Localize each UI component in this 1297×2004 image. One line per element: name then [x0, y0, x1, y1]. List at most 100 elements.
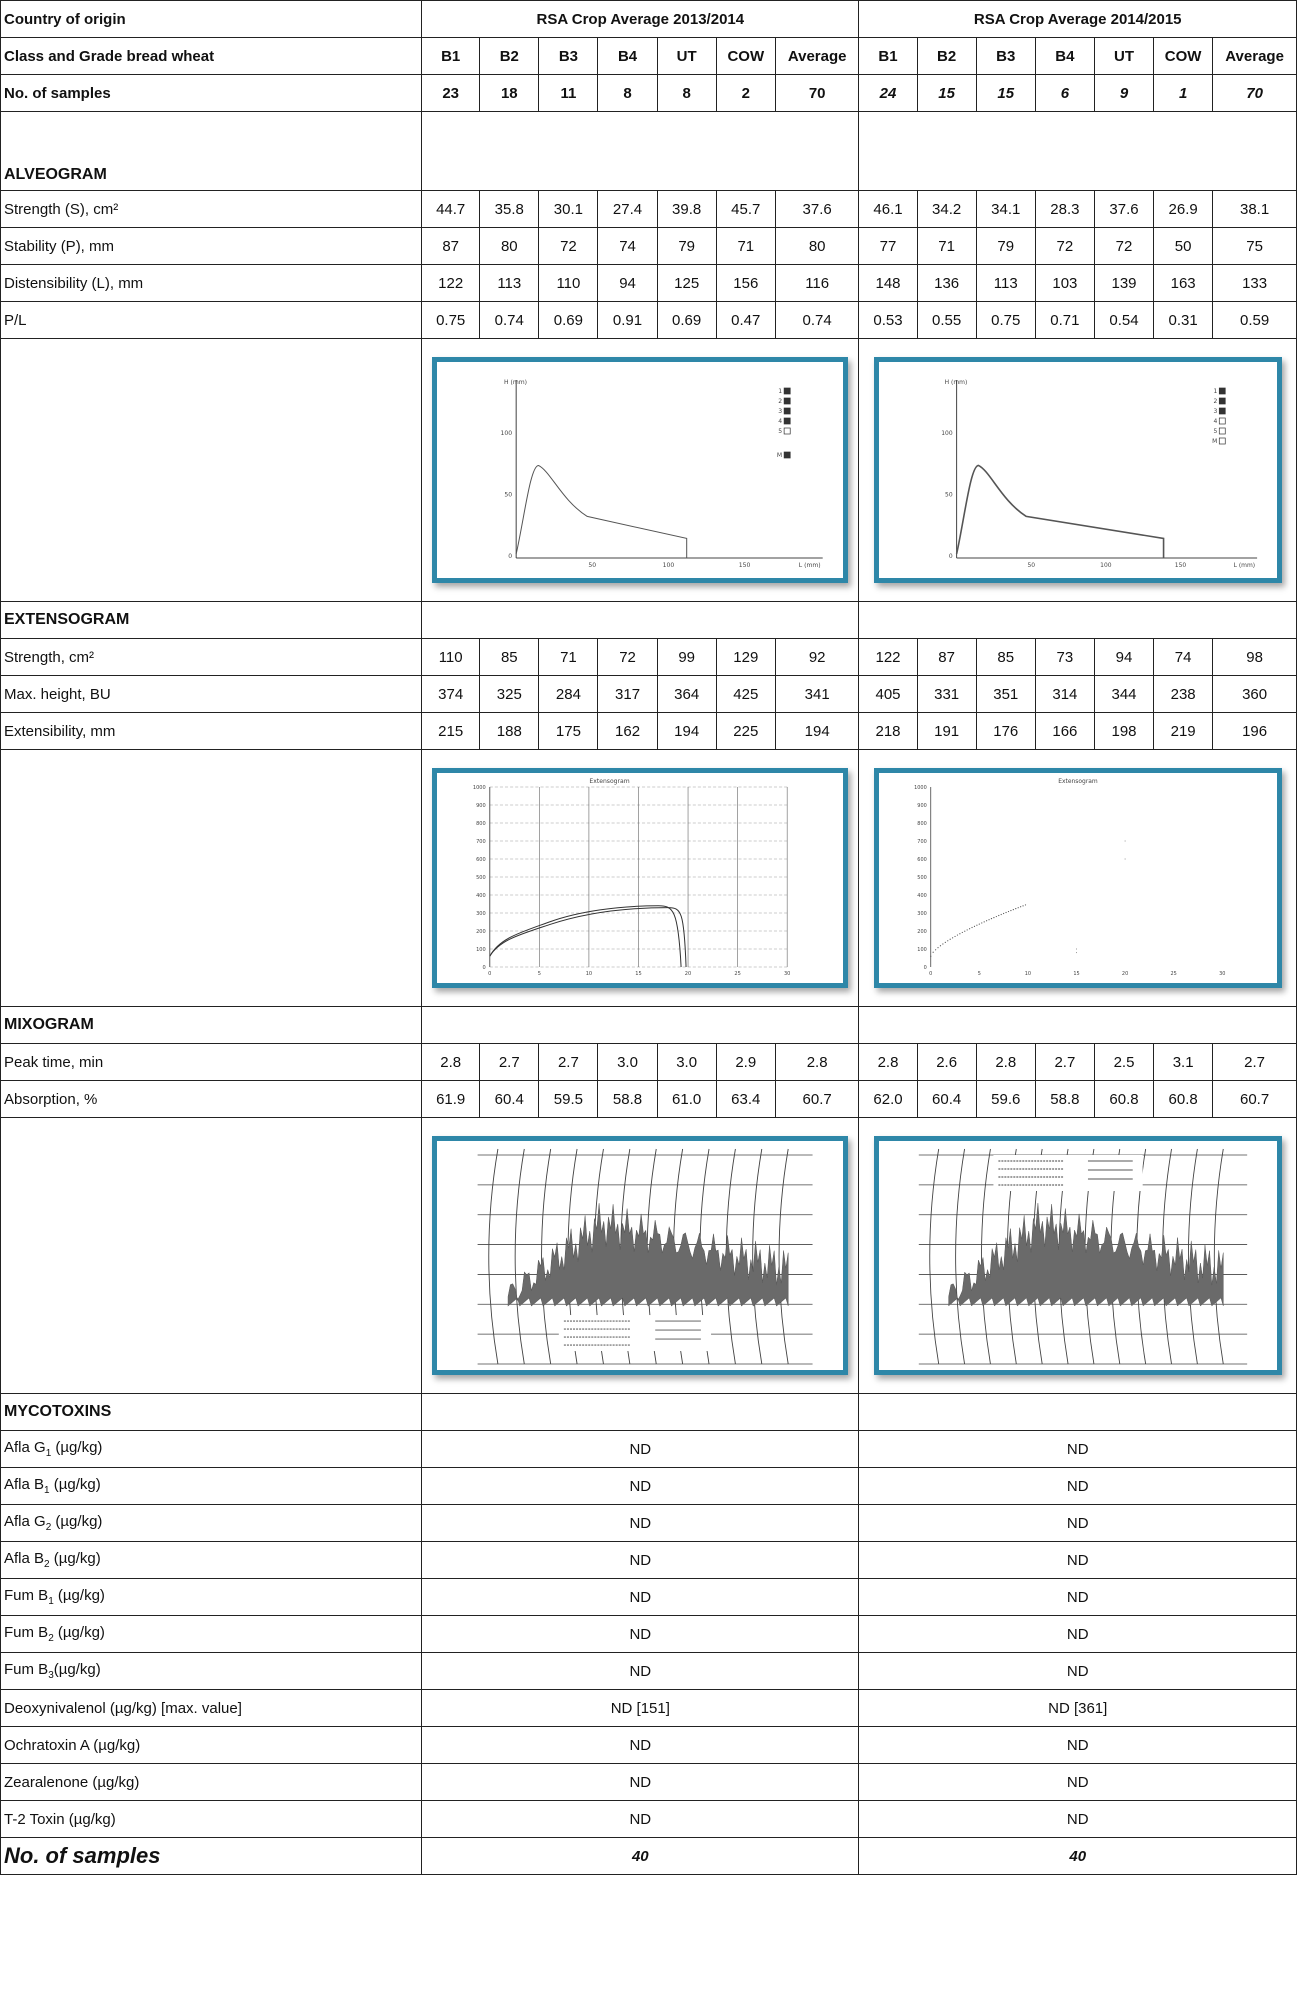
x-tick-label: 5: [538, 971, 541, 977]
alveogram-row: Stability (P), mm 87 80 72 74 79 71 80 77 71 79 72 7…: [0, 227, 1297, 265]
alveogram-row: Strength (S), cm² 44.7 35.8 30.1 27.4 39.8 45.…: [0, 190, 1297, 228]
footer-samples-row: No. of samples 40 40: [0, 1837, 1297, 1875]
grade-header-s1: UT: [656, 37, 717, 75]
y-tick-label: 0: [483, 965, 486, 971]
mixogram-section-row: MIXOGRAM: [0, 1006, 1297, 1044]
mycotoxin-value-s2: ND: [858, 1763, 1297, 1801]
value-cell-s1: 0.74: [479, 301, 540, 339]
x-tick-label: 10: [1024, 971, 1030, 977]
x-axis-label: L (mm): [1233, 562, 1254, 569]
value-cell-s2: 50: [1153, 227, 1214, 265]
value-cell-s2: 218: [858, 712, 918, 750]
mycotoxin-value-s2: ND: [858, 1504, 1297, 1542]
value-cell-s1: 63.4: [715, 1080, 776, 1118]
alveogram-title: ALVEOGRAM: [0, 148, 423, 191]
mycotoxins-title: MYCOTOXINS: [0, 1393, 423, 1431]
value-cell-s2: 73: [1034, 638, 1095, 676]
x-tick-label: 30: [1219, 971, 1225, 977]
value-cell-s2: 3.1: [1153, 1043, 1214, 1081]
mycotoxin-label: Fum B1 (µg/kg): [0, 1578, 423, 1616]
sample-count-s1: 70: [774, 74, 860, 112]
value-cell-s1: 60.4: [479, 1080, 540, 1118]
value-cell-s2: 60.8: [1093, 1080, 1155, 1118]
value-cell-s1: 188: [479, 712, 540, 750]
mycotoxin-value-s1: ND: [421, 1504, 860, 1542]
mycotoxin-value-s1: ND: [421, 1615, 860, 1653]
value-cell-s2: 0.59: [1212, 301, 1297, 339]
sample-count-s2: 1: [1153, 74, 1214, 112]
header-row-samples: No. of samples 23 18 11 8 8 2 70 24 15 15 6 9 1 70: [0, 74, 1297, 112]
value-cell-s1: 0.69: [538, 301, 599, 339]
value-cell-s1: 58.8: [597, 1080, 658, 1118]
legend-label: 5: [779, 428, 783, 435]
y-tick-label: 900: [476, 803, 486, 809]
legend-label: 4: [779, 418, 783, 425]
y-tick-label: 50: [945, 491, 953, 498]
grade-header-s1: COW: [715, 37, 776, 75]
legend-swatch: [1218, 417, 1226, 425]
mycotoxin-value-s1: ND: [421, 1652, 860, 1690]
mycotoxin-label: Afla B2 (µg/kg): [0, 1541, 423, 1579]
grade-header-s1: B4: [597, 37, 658, 75]
mycotoxin-value-s1: ND: [421, 1578, 860, 1616]
y-tick-label: 800: [917, 821, 926, 827]
mycotoxin-row: Zearalenone (µg/kg) ND ND: [0, 1763, 1297, 1801]
value-cell-s1: 215: [421, 712, 481, 750]
legend-swatch: [1218, 427, 1226, 435]
mixogram-trace: [918, 1148, 1247, 1365]
mycotoxin-value-s1: ND: [421, 1800, 860, 1838]
value-cell-s2: 360: [1212, 675, 1297, 713]
spacer-row: [0, 111, 1297, 148]
alveogram-chart-row: H (mm) 100 50 0 50 100 150 L (mm) 1 2 3 4 5 M H (mm) 10…: [0, 338, 1297, 602]
sample-count-s2: 6: [1034, 74, 1095, 112]
header-row-grades: Class and Grade bread wheat B1 B2 B3 B4 UT CO…: [0, 37, 1297, 75]
value-cell-s2: 79: [975, 227, 1036, 265]
value-cell-s2: 133: [1212, 264, 1297, 302]
mycotoxin-row: Afla G1 (µg/kg) ND ND: [0, 1430, 1297, 1468]
value-cell-s1: 0.74: [774, 301, 860, 339]
row-label: Strength (S), cm²: [0, 190, 423, 228]
y-tick-label: 500: [476, 875, 486, 881]
x-tick-label: 10: [586, 971, 592, 977]
sample-count-s2: 24: [858, 74, 918, 112]
value-cell-s2: 351: [975, 675, 1036, 713]
mycotoxin-label: Ochratoxin A (µg/kg): [0, 1726, 423, 1764]
samples-label: No. of samples: [0, 74, 423, 112]
value-cell-s1: 116: [774, 264, 860, 302]
mycotoxin-row: Deoxynivalenol (µg/kg) [max. value] ND [1…: [0, 1689, 1297, 1727]
mycotoxin-value-s2: ND: [858, 1652, 1297, 1690]
value-cell-s2: 103: [1034, 264, 1095, 302]
grade-header-s2: COW: [1153, 37, 1214, 75]
value-cell-s2: 38.1: [1212, 190, 1297, 228]
mycotoxin-row: Fum B2 (µg/kg) ND ND: [0, 1615, 1297, 1653]
x-tick-label: 100: [663, 562, 675, 569]
legend-label: 4: [1213, 418, 1217, 425]
mycotoxin-row: Afla G2 (µg/kg) ND ND: [0, 1504, 1297, 1542]
value-cell-s1: 37.6: [774, 190, 860, 228]
y-tick-label: 900: [917, 803, 926, 809]
legend-label: M: [1212, 438, 1217, 445]
value-cell-s1: 3.0: [656, 1043, 717, 1081]
value-cell-s1: 79: [656, 227, 717, 265]
value-cell-s2: 176: [975, 712, 1036, 750]
y-tick-label: 700: [476, 839, 486, 845]
value-cell-s1: 125: [656, 264, 717, 302]
footer-samples-label: No. of samples: [0, 1837, 423, 1875]
mycotoxin-label: Zearalenone (µg/kg): [0, 1763, 423, 1801]
value-cell-s1: 2.7: [479, 1043, 540, 1081]
footer-samples-s2: 40: [858, 1837, 1297, 1875]
value-cell-s2: 0.75: [975, 301, 1036, 339]
value-cell-s1: 44.7: [421, 190, 481, 228]
y-tick-label: 100: [917, 947, 926, 953]
mixogram-row: Peak time, min 2.8 2.7 2.7 3.0 3.0 2.9 2.8 2.8 2.…: [0, 1043, 1297, 1081]
value-cell-s1: 99: [656, 638, 717, 676]
season1-title: RSA Crop Average 2013/2014: [421, 0, 860, 38]
x-tick-label: 0: [488, 971, 491, 977]
value-cell-s1: 0.75: [421, 301, 481, 339]
alveogram-curve-plot: H (mm) 100 50 0 50 100 150 L (mm) 1 2 3 4 5 M: [941, 379, 1257, 569]
value-cell-s1: 2.8: [774, 1043, 860, 1081]
value-cell-s1: 113: [479, 264, 540, 302]
value-cell-s2: 139: [1093, 264, 1155, 302]
grade-header-s2: B2: [916, 37, 977, 75]
value-cell-s1: 110: [421, 638, 481, 676]
